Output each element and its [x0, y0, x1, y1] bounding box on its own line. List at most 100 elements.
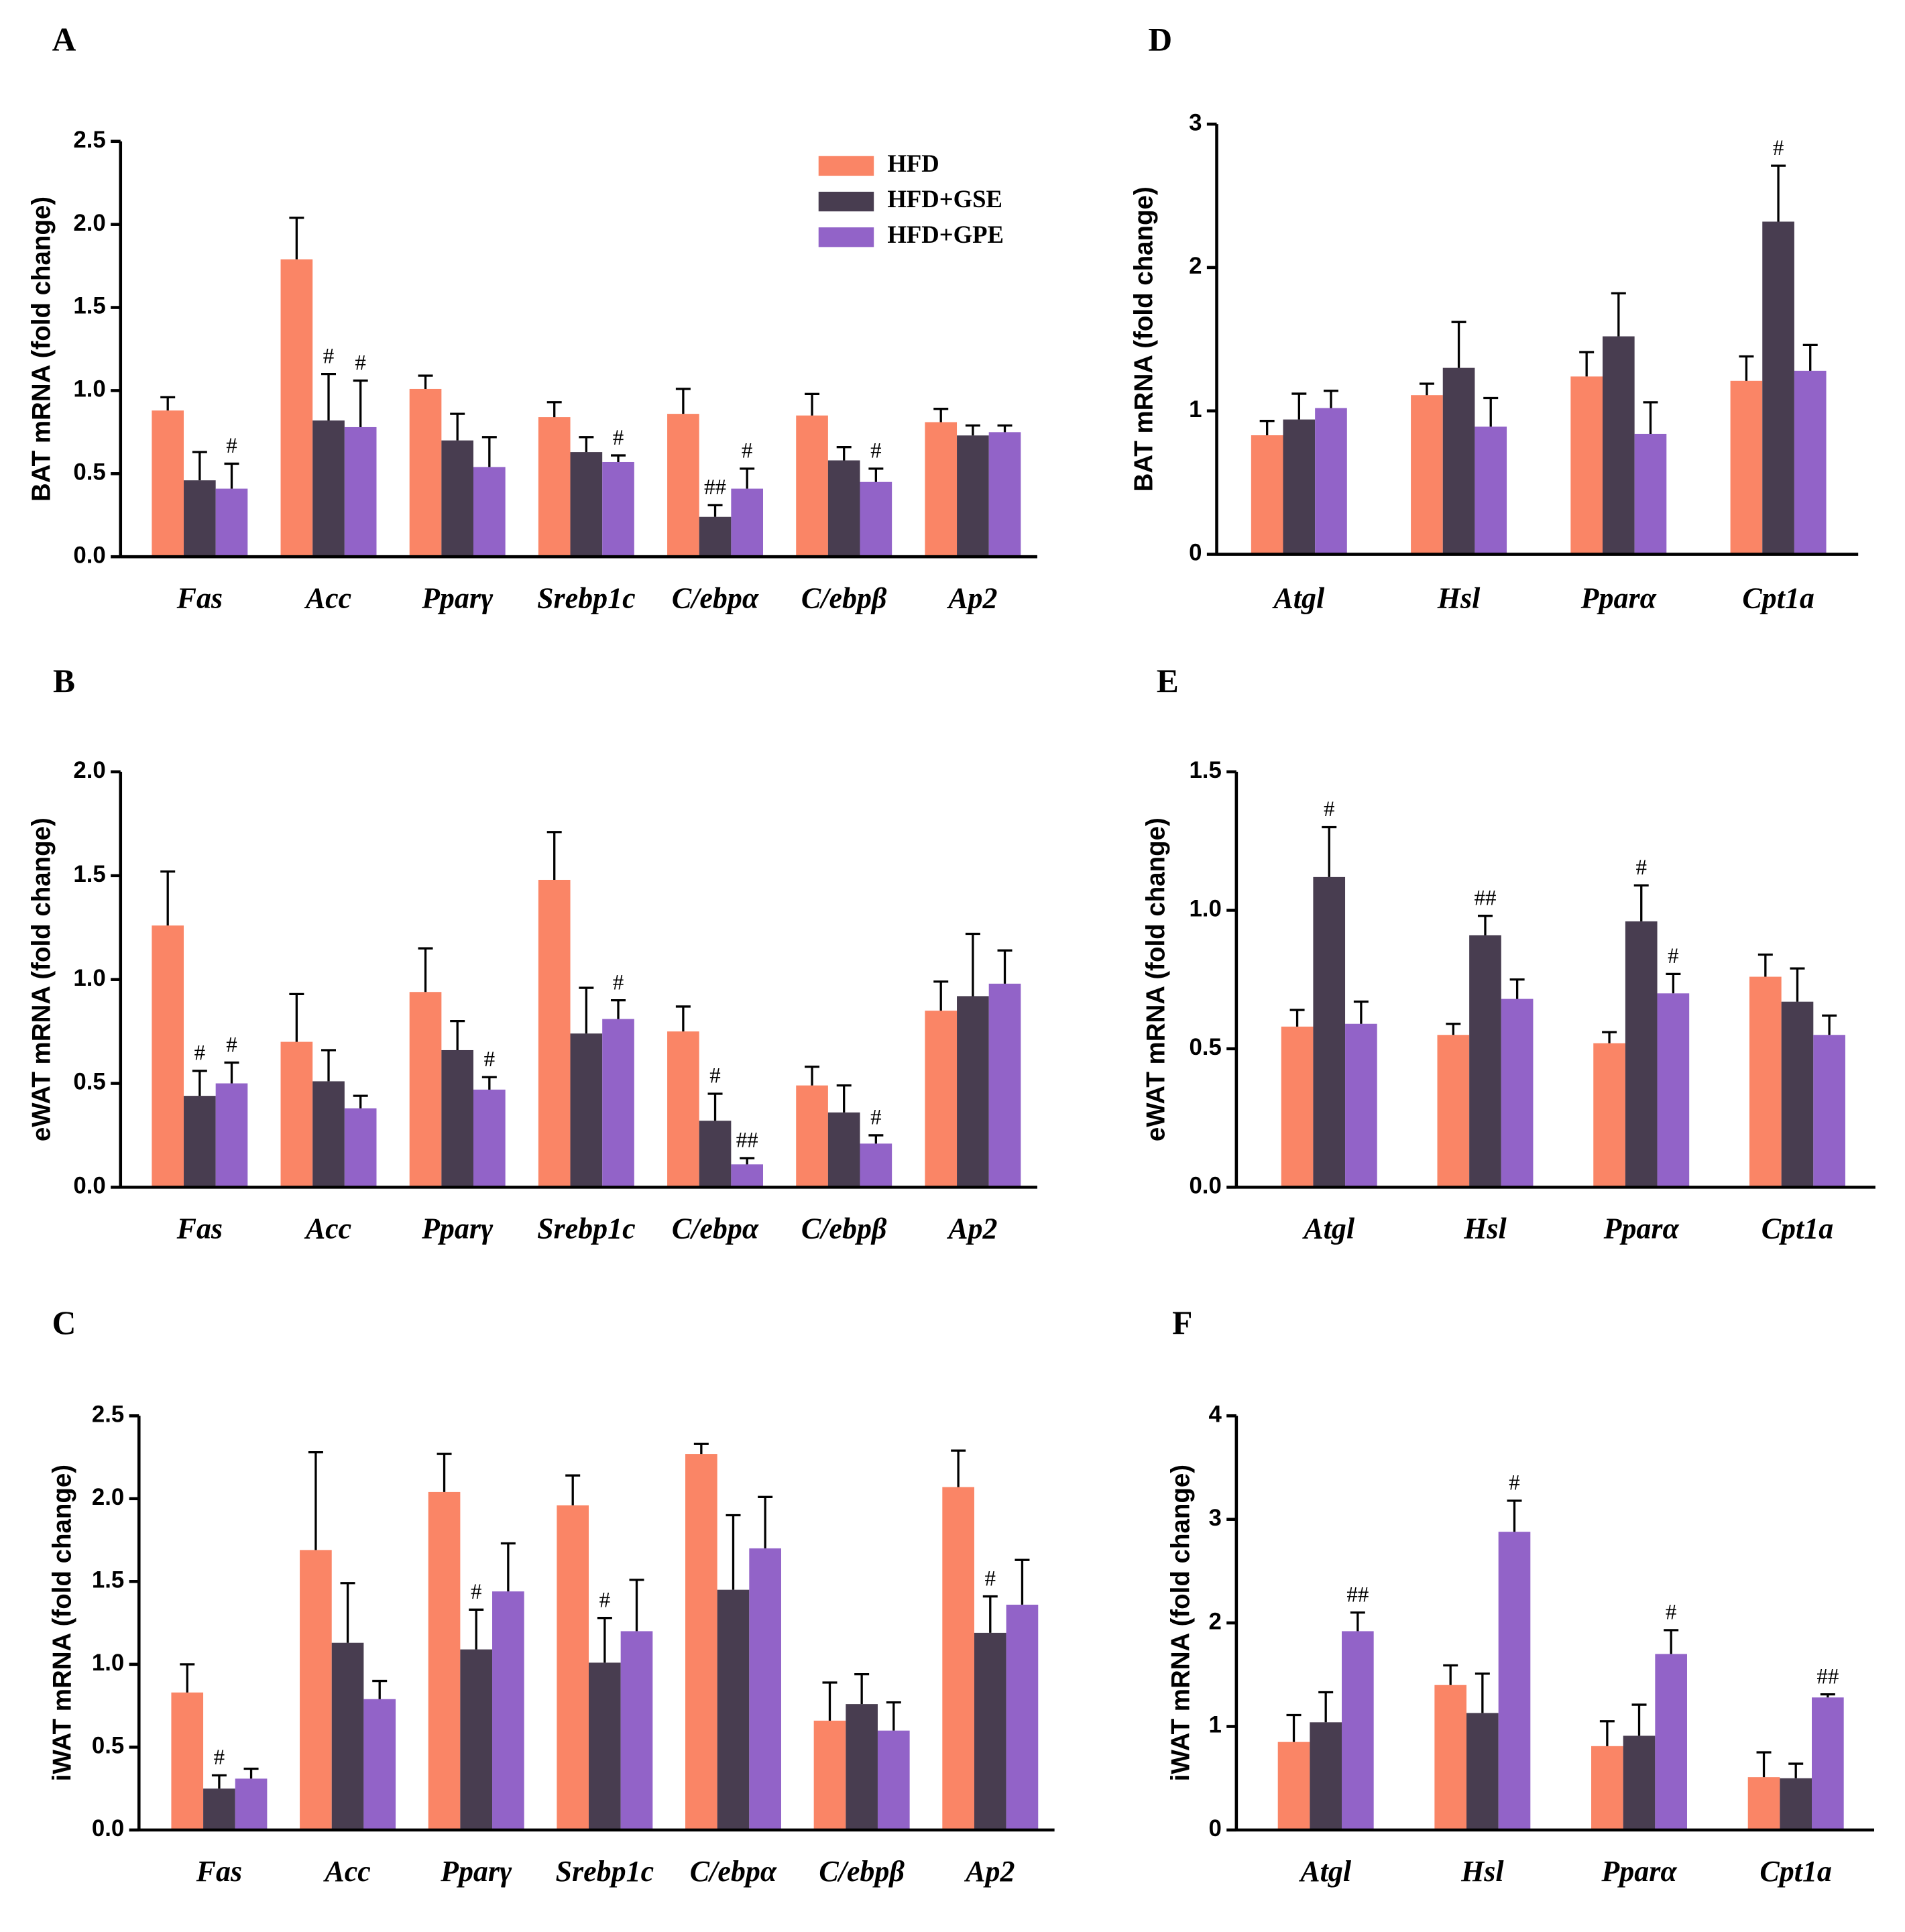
x-tick-label: Acc	[304, 1212, 351, 1245]
bar	[827, 460, 860, 557]
significance-mark: #	[1668, 944, 1678, 968]
error-bar	[180, 1663, 195, 1693]
bar	[1006, 1604, 1039, 1830]
bar	[1780, 1778, 1812, 1830]
error-bar	[611, 454, 626, 462]
bar	[1437, 1035, 1470, 1188]
bar	[1442, 367, 1475, 555]
error-bar	[707, 504, 723, 517]
bar	[538, 879, 571, 1188]
panel-label: A	[52, 21, 76, 58]
error-bar	[1509, 978, 1525, 999]
y-axis-label: BAT mRNA (fold change)	[1129, 186, 1158, 492]
error-bar	[1820, 1693, 1835, 1698]
error-bar	[805, 1066, 820, 1086]
error-bar	[1477, 915, 1493, 935]
error-bar	[372, 1679, 388, 1699]
x-tick-label: Srebp1c	[537, 1212, 636, 1245]
bar	[860, 481, 892, 557]
error-bar	[1446, 1023, 1461, 1035]
legend-swatch	[818, 227, 874, 247]
error-bar	[353, 379, 368, 427]
error-bar	[868, 467, 884, 482]
error-bar	[1350, 1611, 1365, 1632]
bar	[235, 1778, 268, 1830]
error-bar	[1822, 1014, 1837, 1035]
y-tick-label: 0	[1189, 540, 1202, 566]
y-tick-label: 1.0	[73, 965, 105, 991]
error-bar	[822, 1681, 838, 1721]
y-tick-label: 1.0	[73, 376, 105, 402]
bar	[1469, 935, 1501, 1188]
error-bar	[854, 1673, 870, 1705]
x-tick-label: Cpt1a	[1762, 1212, 1834, 1245]
y-axis-label: iWAT mRNA (fold change)	[1166, 1465, 1195, 1781]
bar	[813, 1720, 846, 1830]
y-tick-label: 0.0	[1189, 1173, 1221, 1199]
error-bar	[740, 467, 755, 489]
x-tick-label: C/ebpα	[690, 1855, 777, 1888]
bar	[460, 1649, 493, 1830]
significance-mark: #	[599, 1588, 610, 1612]
bar	[300, 1550, 332, 1830]
y-tick-label: 0	[1208, 1815, 1221, 1841]
x-tick-label: Ap2	[964, 1855, 1015, 1888]
bar	[1434, 1685, 1467, 1830]
error-bar	[289, 217, 304, 260]
error-bar	[546, 401, 562, 418]
error-bar	[1507, 1499, 1522, 1532]
y-axis-label: BAT mRNA (fold change)	[27, 196, 56, 502]
y-tick-label: 0.0	[92, 1815, 124, 1841]
error-bar	[500, 1542, 516, 1592]
bar	[152, 410, 184, 557]
x-tick-label: Cpt1a	[1742, 581, 1814, 614]
error-bar	[933, 408, 949, 422]
x-tick-label: Atgl	[1298, 1855, 1352, 1888]
error-bar	[611, 999, 626, 1019]
bar	[473, 1089, 506, 1188]
bar	[1313, 876, 1346, 1188]
error-bar	[1602, 1031, 1617, 1043]
error-bar	[1666, 972, 1681, 994]
y-tick-label: 4	[1208, 1401, 1222, 1427]
error-bar	[675, 388, 691, 414]
panel-label: E	[1157, 663, 1179, 699]
error-bar	[965, 932, 980, 997]
bar	[1498, 1532, 1531, 1830]
bar	[1625, 921, 1658, 1188]
bar	[1762, 221, 1794, 555]
x-tick-label: Pparα	[1580, 581, 1657, 614]
bar	[557, 1505, 589, 1830]
error-bar	[321, 1049, 337, 1082]
error-bar	[1451, 321, 1466, 368]
error-bar	[933, 980, 949, 1011]
error-bar	[243, 1767, 259, 1779]
bar	[699, 516, 732, 557]
bar	[409, 388, 442, 557]
bar	[1749, 976, 1782, 1188]
x-tick-label: Atgl	[1271, 581, 1325, 614]
y-tick-label: 1.0	[92, 1650, 124, 1676]
error-bar	[726, 1514, 741, 1590]
bar	[280, 259, 313, 557]
legend-label: HFD	[887, 150, 939, 177]
error-bar	[1631, 1703, 1647, 1736]
error-bar	[1015, 1558, 1030, 1605]
legend-swatch	[818, 191, 874, 212]
y-axis-label: iWAT mRNA (fold change)	[48, 1465, 77, 1781]
bar	[428, 1491, 461, 1830]
bar	[1781, 1001, 1814, 1188]
x-tick-label: C/ebpβ	[819, 1855, 905, 1888]
error-bar	[418, 947, 433, 992]
bar	[796, 1085, 828, 1188]
x-tick-label: Pparγ	[421, 581, 494, 614]
x-tick-label: C/ebpβ	[801, 581, 887, 614]
error-bar	[1756, 1751, 1772, 1778]
bar	[1634, 433, 1667, 555]
error-bar	[192, 451, 207, 481]
bar	[152, 925, 184, 1188]
bar	[620, 1631, 653, 1830]
significance-mark: #	[194, 1041, 205, 1066]
error-bar	[1788, 1762, 1804, 1778]
bar	[215, 1083, 248, 1188]
